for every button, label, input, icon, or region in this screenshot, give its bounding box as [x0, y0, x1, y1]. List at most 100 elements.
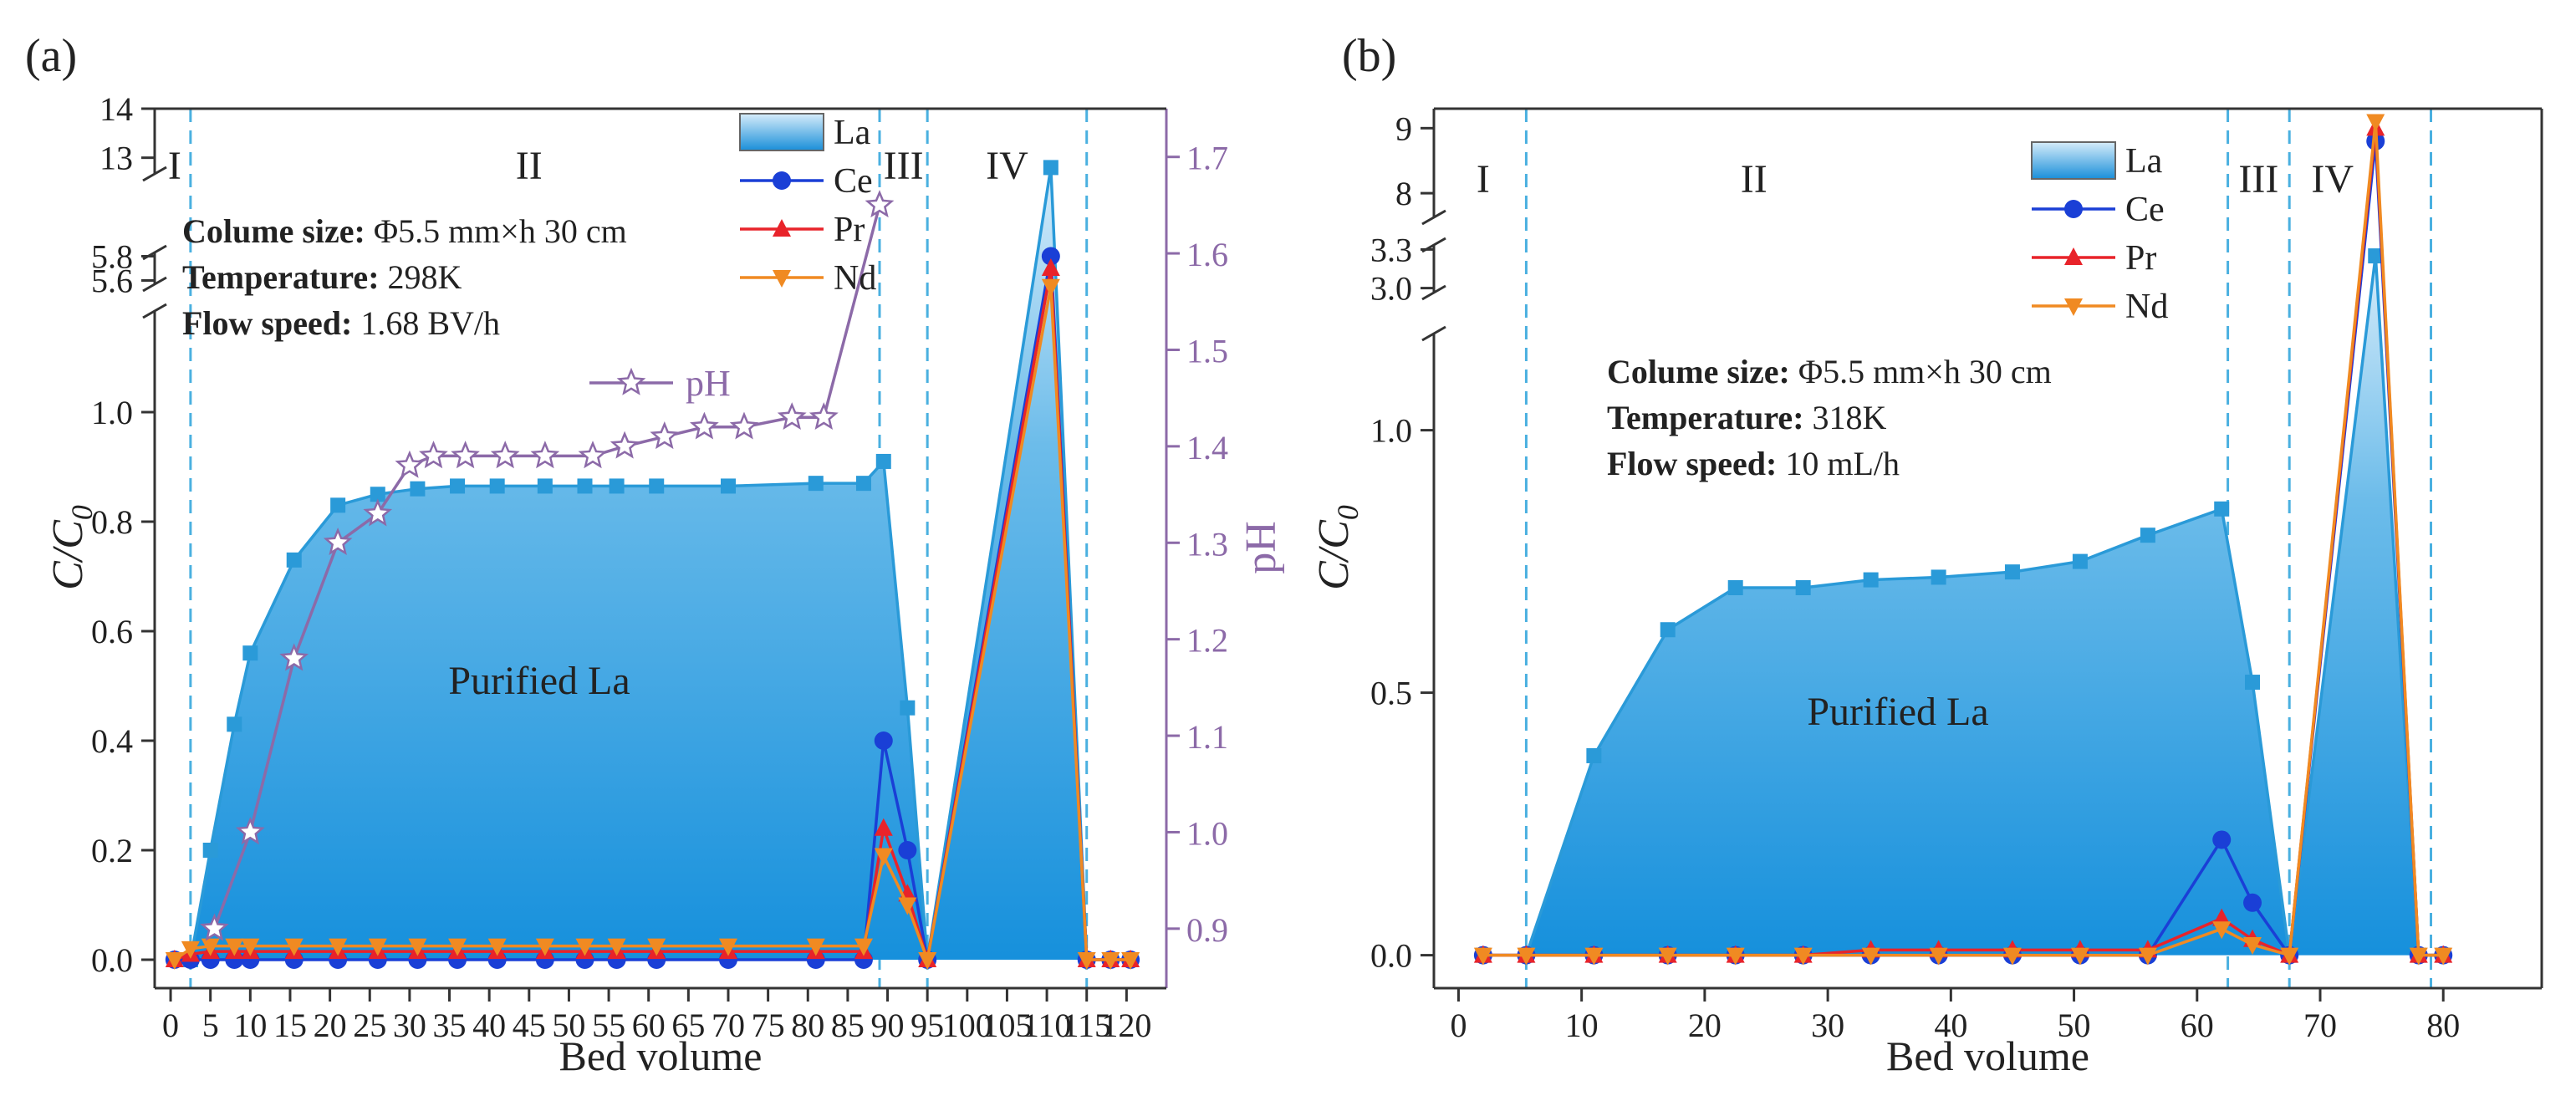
- la-data-point: [370, 487, 385, 502]
- ph-tick-label: 1.7: [1186, 140, 1228, 177]
- nd-data-point: [284, 938, 304, 956]
- annotation-line: Temperature: 298K: [182, 258, 462, 296]
- x-tick-label: 5: [202, 1007, 219, 1044]
- nd-data-point: [2280, 947, 2299, 966]
- y-axis-label-main: C/C: [1310, 519, 1358, 590]
- x-tick-label: 100: [942, 1007, 992, 1044]
- axis-break-mark: [1421, 325, 1446, 342]
- annotation-line: Flow speed: 1.68 BV/h: [182, 304, 500, 342]
- ph-data-point: [865, 190, 895, 218]
- la-data-point: [242, 645, 258, 661]
- legend-pr-label: Pr: [834, 211, 865, 249]
- la-data-point: [2140, 528, 2155, 543]
- ph-data-point: [650, 421, 680, 450]
- ph-data-point: [578, 441, 608, 469]
- nd-data-point: [647, 938, 666, 956]
- nd-data-point: [535, 938, 554, 956]
- ph-data-point: [530, 441, 560, 469]
- la-data-point: [1586, 747, 1602, 763]
- axis-break-mark: [142, 303, 167, 319]
- x-tick-label: 70: [2303, 1007, 2337, 1044]
- ph-data-point: [809, 402, 839, 431]
- x-tick-label: 50: [552, 1007, 585, 1044]
- panel-label: (b): [1342, 30, 1396, 82]
- nd-data-point: [1041, 278, 1060, 297]
- nd-data-point: [225, 938, 244, 956]
- nd-data-point: [898, 897, 917, 915]
- y-tick-label: 3.3: [1370, 231, 1412, 268]
- legend-la-label: La: [834, 114, 871, 152]
- ce-data-point: [1041, 247, 1060, 266]
- x-tick-label: 95: [911, 1007, 944, 1044]
- legend-pr-marker: [773, 219, 791, 237]
- la-data-point: [2214, 501, 2230, 517]
- nd-data-point: [2434, 947, 2453, 966]
- y-axis-label: C/C0: [1310, 505, 1365, 590]
- la-data-point: [2368, 248, 2384, 264]
- ph-data-point: [690, 411, 719, 440]
- axis-break-mark: [142, 166, 167, 182]
- annotation-line: Temperature: 318K: [1607, 399, 1887, 436]
- nd-data-point: [2366, 114, 2385, 132]
- legend-la-label: La: [2125, 142, 2163, 181]
- x-tick-label: 75: [752, 1007, 785, 1044]
- legend-pr-marker: [2064, 247, 2083, 265]
- x-tick-label: 45: [513, 1007, 546, 1044]
- y-tick-label: 0.5: [1370, 675, 1412, 712]
- legend-pr-label: Pr: [2125, 239, 2156, 278]
- nd-data-point: [1517, 947, 1536, 966]
- annotation-key: Temperature:: [1607, 399, 1804, 436]
- x-tick-label: 40: [472, 1007, 506, 1044]
- ph-data-point: [610, 431, 640, 459]
- nd-data-point: [2243, 937, 2262, 956]
- ph-legend-marker: [616, 367, 646, 395]
- annotation-key: Temperature:: [182, 258, 380, 296]
- la-data-point: [855, 476, 871, 492]
- ph-data-point: [363, 498, 393, 527]
- ph-data-point: [451, 441, 480, 469]
- la-data-point: [227, 716, 242, 732]
- y-axis-label-main: C/C: [44, 519, 92, 590]
- ph-tick-label: 1.5: [1186, 332, 1228, 370]
- nd-data-point: [2070, 947, 2089, 966]
- nd-data-point: [2409, 947, 2428, 966]
- y-tick-label: 1.0: [1370, 412, 1412, 450]
- la-data-point: [1727, 580, 1743, 595]
- stage-label: III: [884, 144, 924, 188]
- x-tick-label: 10: [1565, 1007, 1599, 1044]
- y-tick-label: 9: [1395, 110, 1412, 147]
- la-data-point: [450, 478, 466, 494]
- x-tick-label: 55: [592, 1007, 625, 1044]
- stage-label: I: [1477, 157, 1490, 201]
- ph-data-point: [395, 450, 425, 478]
- ph-data-point: [419, 441, 448, 469]
- x-tick-label: 80: [791, 1007, 824, 1044]
- pr-data-point: [874, 818, 893, 836]
- x-tick-label: 40: [1934, 1007, 1967, 1044]
- annotation-key: Flow speed:: [1607, 445, 1777, 482]
- la-data-point: [2072, 553, 2088, 569]
- x-tick-label: 90: [871, 1007, 905, 1044]
- nd-data-point: [448, 938, 467, 956]
- nd-data-point: [918, 952, 937, 970]
- nd-data-point: [241, 938, 260, 956]
- ph-tick-label: 1.2: [1186, 622, 1228, 660]
- ce-data-point: [2243, 893, 2262, 912]
- annotation-value: 10 mL/h: [1777, 445, 1900, 482]
- y-tick-label: 0.0: [1370, 937, 1412, 975]
- legend-ce-marker: [773, 171, 791, 190]
- annotation-value: 298K: [380, 258, 462, 296]
- nd-data-point: [2002, 947, 2022, 966]
- ph-data-point: [729, 411, 759, 440]
- annotation-line: Colume size: Φ5.5 mm×h 30 cm: [1607, 353, 2052, 390]
- nd-data-point: [806, 938, 825, 956]
- x-tick-label: 80: [2426, 1007, 2460, 1044]
- y-tick-label: 14: [99, 90, 133, 128]
- nd-data-point: [854, 938, 873, 956]
- x-tick-label: 20: [314, 1007, 347, 1044]
- legend-la-swatch: [2031, 141, 2116, 180]
- legend-ce-label: Ce: [2125, 191, 2165, 229]
- stage-label: IV: [2311, 157, 2354, 201]
- y-axis-label: C/C0: [44, 505, 99, 590]
- y-tick-label: 3.0: [1370, 270, 1412, 308]
